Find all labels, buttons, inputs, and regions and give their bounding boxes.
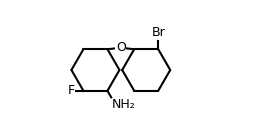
Text: Br: Br bbox=[151, 26, 165, 39]
Text: O: O bbox=[116, 41, 126, 54]
Text: F: F bbox=[68, 84, 75, 97]
Text: NH₂: NH₂ bbox=[112, 98, 136, 111]
